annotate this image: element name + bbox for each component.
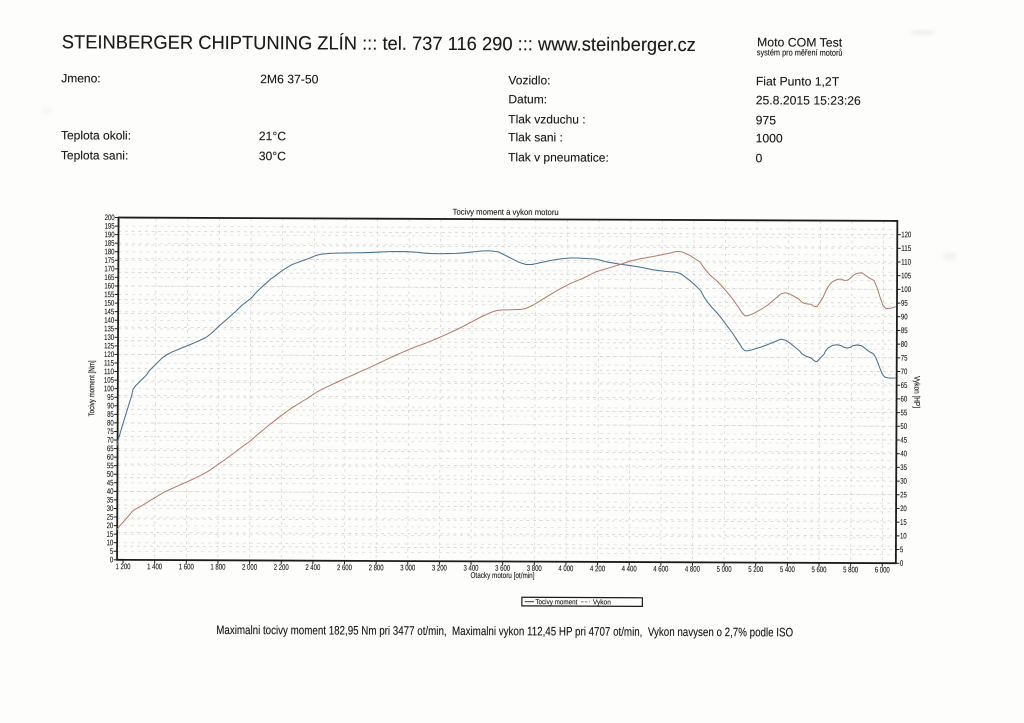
svg-text:2 600: 2 600 (337, 563, 352, 572)
svg-text:2 200: 2 200 (274, 563, 289, 572)
svg-text:120: 120 (104, 350, 114, 359)
svg-text:50: 50 (900, 422, 907, 431)
svg-text:1 200: 1 200 (116, 562, 131, 571)
svg-text:150: 150 (104, 299, 114, 308)
svg-text:190: 190 (105, 230, 115, 239)
svg-text:85: 85 (107, 410, 114, 419)
svg-text:45: 45 (107, 478, 114, 487)
svg-text:55: 55 (900, 408, 907, 417)
svg-text:10: 10 (107, 538, 114, 547)
svg-text:40: 40 (900, 449, 907, 458)
svg-text:15: 15 (107, 530, 114, 539)
svg-text:25: 25 (107, 513, 114, 522)
svg-text:135: 135 (104, 324, 114, 333)
svg-text:75: 75 (901, 353, 908, 362)
svg-text:125: 125 (104, 341, 114, 350)
svg-text:45: 45 (900, 436, 907, 445)
svg-text:115: 115 (901, 244, 911, 253)
svg-text:35: 35 (900, 463, 907, 472)
svg-text:165: 165 (104, 273, 114, 282)
svg-text:55: 55 (107, 461, 114, 470)
svg-text:20: 20 (900, 504, 907, 513)
svg-text:35: 35 (107, 495, 114, 504)
svg-text:Tocivy moment [Nm]: Tocivy moment [Nm] (87, 360, 96, 416)
svg-text:3 800: 3 800 (527, 564, 542, 573)
svg-text:4 000: 4 000 (558, 564, 573, 573)
svg-text:70: 70 (901, 367, 908, 376)
svg-text:30: 30 (900, 477, 907, 486)
svg-text:3 000: 3 000 (400, 563, 415, 572)
svg-text:5 400: 5 400 (780, 565, 795, 574)
svg-text:60: 60 (107, 453, 114, 462)
svg-text:3 600: 3 600 (495, 564, 510, 573)
svg-text:2 400: 2 400 (305, 563, 320, 572)
svg-text:5 200: 5 200 (748, 565, 763, 574)
svg-text:5: 5 (900, 545, 904, 554)
svg-text:90: 90 (901, 312, 908, 321)
svg-text:65: 65 (107, 444, 114, 453)
svg-text:25: 25 (900, 490, 907, 499)
svg-text:5 800: 5 800 (843, 565, 858, 574)
svg-text:80: 80 (901, 340, 908, 349)
svg-text:155: 155 (104, 290, 114, 299)
svg-text:70: 70 (107, 436, 114, 445)
svg-text:105: 105 (901, 271, 911, 280)
svg-text:15: 15 (900, 518, 907, 527)
svg-text:0: 0 (900, 559, 904, 568)
svg-text:3 400: 3 400 (463, 564, 478, 573)
svg-text:80: 80 (107, 418, 114, 427)
svg-text:6 000: 6 000 (875, 565, 890, 574)
svg-text:95: 95 (107, 393, 114, 402)
svg-text:1 800: 1 800 (210, 563, 225, 572)
svg-text:Vykon [HP]: Vykon [HP] (912, 376, 921, 408)
svg-text:0: 0 (110, 555, 114, 564)
svg-text:3 200: 3 200 (432, 563, 447, 572)
svg-text:50: 50 (107, 470, 114, 479)
svg-text:Tocivy moment a vykon motoru: Tocivy moment a vykon motoru (453, 207, 559, 217)
svg-text:Vykon: Vykon (593, 597, 611, 606)
svg-text:100: 100 (104, 384, 114, 393)
svg-text:2 000: 2 000 (242, 563, 257, 572)
svg-text:95: 95 (901, 299, 908, 308)
svg-text:130: 130 (104, 333, 114, 342)
svg-text:30: 30 (107, 504, 114, 513)
svg-text:75: 75 (107, 427, 114, 436)
svg-text:4 600: 4 600 (653, 564, 668, 573)
svg-text:5: 5 (110, 547, 114, 556)
svg-text:115: 115 (104, 359, 114, 368)
svg-text:2 800: 2 800 (369, 563, 384, 572)
svg-text:Otacky motoru [ot/min]: Otacky motoru [ot/min] (470, 571, 534, 580)
svg-text:1 400: 1 400 (147, 562, 162, 571)
svg-text:65: 65 (901, 381, 908, 390)
svg-text:100: 100 (901, 285, 911, 294)
svg-text:145: 145 (104, 307, 114, 316)
svg-text:1 600: 1 600 (179, 562, 194, 571)
svg-text:10: 10 (900, 531, 907, 540)
svg-text:160: 160 (104, 282, 114, 291)
svg-text:200: 200 (105, 213, 115, 222)
svg-text:175: 175 (104, 256, 114, 265)
svg-text:195: 195 (105, 222, 115, 231)
svg-text:90: 90 (107, 401, 114, 410)
svg-text:105: 105 (104, 376, 114, 385)
svg-text:4 200: 4 200 (590, 564, 605, 573)
svg-text:5 600: 5 600 (811, 565, 826, 574)
svg-text:110: 110 (104, 367, 114, 376)
svg-text:120: 120 (901, 230, 911, 239)
svg-text:110: 110 (901, 258, 911, 267)
svg-text:85: 85 (901, 326, 908, 335)
svg-text:180: 180 (104, 247, 114, 256)
svg-text:5 000: 5 000 (717, 565, 732, 574)
svg-text:40: 40 (107, 487, 114, 496)
svg-text:4 800: 4 800 (685, 565, 700, 574)
svg-text:20: 20 (107, 521, 114, 530)
svg-text:4 400: 4 400 (622, 564, 637, 573)
svg-text:170: 170 (104, 264, 114, 273)
svg-text:140: 140 (104, 316, 114, 325)
svg-text:Tocivy moment: Tocivy moment (535, 597, 577, 606)
svg-text:60: 60 (901, 395, 908, 404)
svg-text:185: 185 (105, 239, 115, 248)
